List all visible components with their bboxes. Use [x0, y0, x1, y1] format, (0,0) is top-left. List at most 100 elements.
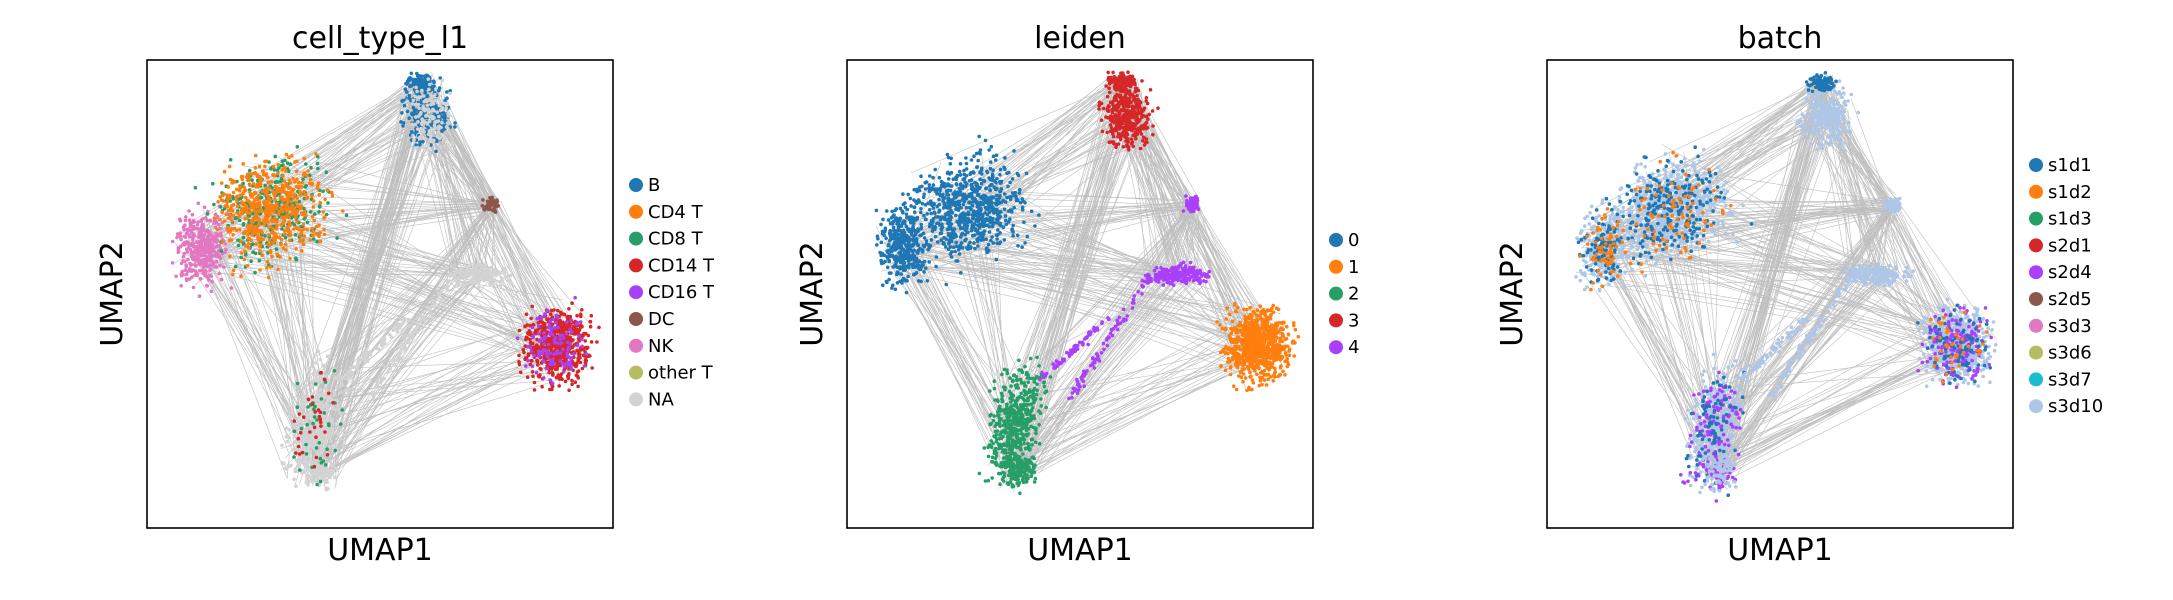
data-point-na	[482, 277, 487, 282]
data-point-na	[304, 464, 308, 469]
graph-edge	[314, 355, 568, 478]
data-point-nk	[187, 277, 192, 281]
data-point-na	[308, 469, 313, 474]
data-point-b	[414, 112, 419, 116]
data-point-cd16-t	[580, 344, 584, 349]
data-point-cd8-t	[274, 247, 279, 251]
data-point-cd4-t	[252, 171, 256, 176]
data-point-cd8-t	[278, 179, 283, 184]
data-point-0	[1037, 213, 1041, 217]
data-point-nk	[216, 222, 221, 227]
data-point-cd8-t	[292, 455, 296, 459]
data-point-na	[303, 411, 307, 416]
graph-edge	[991, 207, 1195, 263]
graph-edge	[315, 326, 563, 452]
data-point-0	[1011, 223, 1015, 228]
data-point-cd8-t	[312, 407, 316, 412]
data-point-cd4-t	[282, 179, 287, 183]
graph-edge	[1193, 202, 1241, 315]
graph-edge	[1014, 357, 1256, 486]
data-point-na	[506, 264, 511, 269]
data-point-cd4-t	[220, 239, 225, 244]
data-point-cd14-t	[523, 344, 528, 348]
data-point-na	[426, 110, 431, 115]
data-point-cd8-t	[316, 154, 320, 159]
data-point-cd14-t	[575, 362, 579, 367]
data-point-cd14-t	[528, 337, 532, 342]
graph-edge	[312, 78, 435, 483]
data-point-cd16-t	[538, 339, 542, 343]
data-point-na	[288, 413, 293, 417]
data-point-0	[969, 158, 974, 162]
data-point-na	[430, 100, 435, 105]
data-point-na	[292, 447, 296, 452]
data-point-cd14-t	[580, 324, 584, 329]
data-point-cd4-t	[301, 238, 306, 242]
data-point-cd14-t	[576, 384, 580, 389]
data-point-0	[961, 202, 966, 207]
data-point-cd14-t	[522, 350, 526, 355]
data-point-cd4-t	[284, 152, 289, 157]
data-point-cd4-t	[316, 181, 321, 185]
data-point-cd4-t	[311, 205, 316, 209]
data-point-cd4-t	[244, 209, 248, 213]
data-point-cd8-t	[304, 442, 308, 447]
data-point-0	[946, 177, 951, 181]
data-point-nk	[183, 223, 187, 227]
data-point-cd4-t	[219, 181, 224, 185]
data-point-na	[319, 380, 323, 384]
data-point-b	[425, 73, 429, 78]
data-point-cd14-t	[549, 347, 553, 352]
data-point-nk	[217, 271, 221, 276]
data-point-nk	[194, 240, 199, 244]
data-point-na	[383, 365, 387, 369]
data-point-cd16-t	[565, 354, 570, 359]
data-point-na	[411, 98, 416, 103]
data-point-cd4-t	[300, 180, 305, 185]
graph-edge	[443, 95, 556, 322]
data-point-cd16-t	[543, 335, 548, 340]
data-point-cd16-t	[552, 352, 556, 356]
legend-label: B	[648, 175, 660, 196]
data-point-na	[395, 329, 400, 334]
graph-edge	[314, 350, 533, 478]
data-point-cd14-t	[561, 330, 566, 335]
data-point-b	[418, 142, 422, 147]
data-point-cd14-t	[518, 370, 523, 375]
data-point-cd4-t	[255, 202, 260, 207]
data-point-cd14-t	[525, 336, 530, 341]
data-point-cd16-t	[555, 315, 560, 320]
data-point-na	[321, 415, 326, 419]
data-point-cd16-t	[537, 316, 542, 320]
data-point-nk	[187, 233, 191, 237]
data-point-cd4-t	[314, 231, 318, 236]
data-point-cd4-t	[263, 215, 268, 220]
data-point-nk	[188, 220, 193, 225]
data-point-na	[365, 359, 370, 364]
data-point-cd14-t	[558, 318, 562, 323]
data-point-na	[432, 123, 437, 128]
data-point-cd4-t	[252, 218, 256, 223]
data-point-cd16-t	[545, 308, 549, 313]
data-point-cd4-t	[273, 237, 277, 242]
data-point-cd4-t	[246, 233, 250, 237]
data-point-cd14-t	[553, 344, 557, 349]
data-point-na	[320, 447, 325, 451]
data-point-na	[403, 345, 407, 349]
data-point-na	[371, 397, 376, 402]
data-point-na	[318, 432, 323, 437]
data-point-cd8-t	[304, 452, 309, 456]
data-point-cd14-t	[569, 338, 573, 342]
data-point-dc	[492, 202, 497, 206]
data-point-cd8-t	[295, 145, 300, 149]
data-point-cd14-t	[526, 352, 531, 356]
data-point-nk	[216, 254, 221, 259]
data-point-cd4-t	[253, 203, 257, 207]
graph-edge	[879, 260, 1226, 335]
data-point-na	[462, 273, 467, 278]
data-point-cd4-t	[297, 181, 301, 185]
data-point-b	[410, 130, 414, 134]
data-point-cd16-t	[559, 351, 563, 356]
data-point-cd4-t	[245, 264, 250, 268]
data-point-0	[972, 154, 976, 158]
